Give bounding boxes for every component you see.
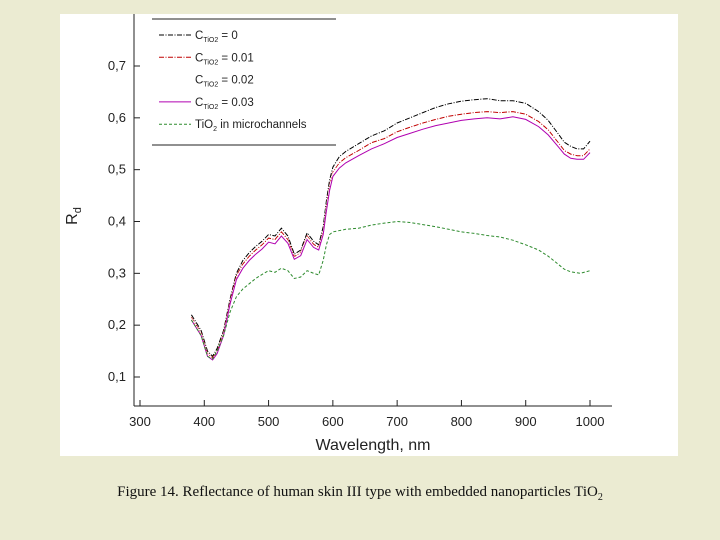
- x-tick-label: 300: [129, 414, 151, 429]
- figure-caption: Figure 14. Reflectance of human skin III…: [0, 484, 720, 503]
- x-tick-label: 1000: [576, 414, 605, 429]
- series-line: [190, 116, 591, 361]
- caption-text: Figure 14. Reflectance of human skin III…: [117, 484, 588, 500]
- y-tick-label: 0,6: [108, 110, 126, 125]
- legend-label: CTiO2 = 0: [195, 30, 238, 44]
- reflectance-chart: 300 400 500 600 700 800 900 1000 0,1 0,2 0,3 0,4 0,5…: [64, 14, 612, 454]
- y-tick-label: 0,7: [108, 58, 126, 73]
- x-axis-title: Wavelength, nm: [315, 437, 430, 454]
- x-tick-label: 700: [386, 414, 408, 429]
- legend-label: CTiO2 = 0.03: [195, 97, 254, 111]
- legend-label: CTiO2 = 0.01: [195, 52, 254, 66]
- series-line: [190, 98, 591, 358]
- series-line: [190, 220, 591, 360]
- y-tick-label: 0,3: [108, 265, 126, 280]
- y-tick-label: 0,2: [108, 317, 126, 332]
- axis-ticks: 300 400 500 600 700 800 900 1000 0,1 0,2 0,3 0,4 0,5…: [108, 58, 605, 429]
- x-tick-label: 500: [258, 414, 280, 429]
- caption-chem-o: O: [587, 484, 598, 500]
- y-axis-title: Rd: [64, 207, 84, 225]
- series-line: [190, 113, 591, 360]
- legend: CTiO2 = 0 CTiO2 = 0.01 CTiO2 = 0.02 CTiO2 =…: [152, 18, 336, 146]
- y-axis-title-sub: d: [72, 207, 84, 213]
- legend-label: CTiO2 = 0.02: [195, 75, 254, 89]
- x-tick-label: 400: [193, 414, 215, 429]
- x-tick-label: 600: [322, 414, 344, 429]
- series-line: [190, 111, 591, 359]
- y-tick-label: 0,4: [108, 214, 126, 229]
- y-tick-label: 0,1: [108, 369, 126, 384]
- series-layer: [190, 98, 591, 361]
- legend-label: TiO2 in microchannels: [195, 119, 307, 133]
- caption-chem-sub: 2: [597, 492, 603, 503]
- y-tick-label: 0,5: [108, 162, 126, 177]
- x-tick-label: 800: [451, 414, 473, 429]
- y-axis-title-main: R: [64, 213, 81, 225]
- chart-panel: 300 400 500 600 700 800 900 1000 0,1 0,2 0,3 0,4 0,5…: [60, 14, 678, 456]
- x-tick-label: 900: [515, 414, 537, 429]
